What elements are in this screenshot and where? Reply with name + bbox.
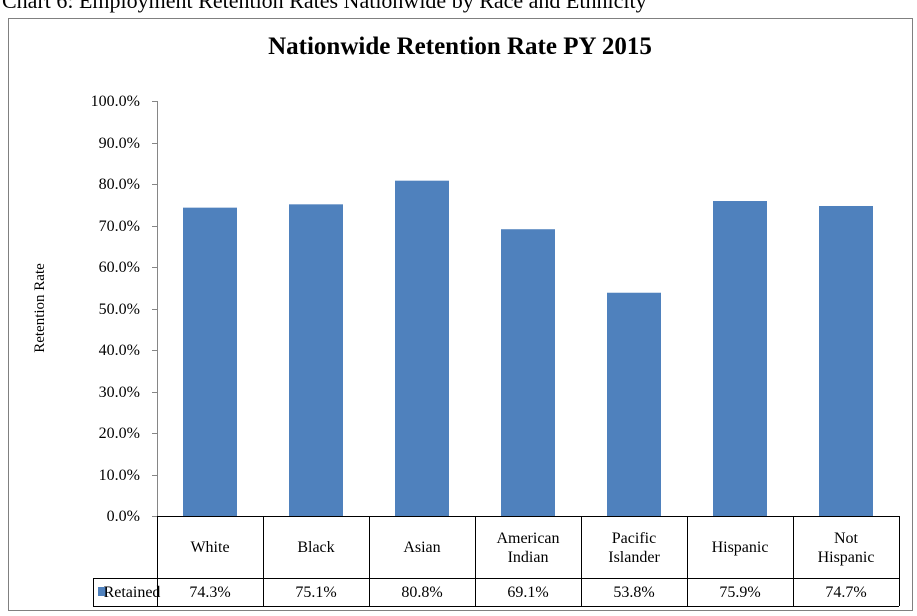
y-tick-label: 60.0%	[98, 259, 140, 276]
y-tick-label: 90.0%	[98, 135, 140, 152]
bar	[607, 292, 661, 516]
bar	[395, 180, 449, 516]
value-label: 74.3%	[189, 584, 231, 601]
value-label: 74.7%	[825, 584, 867, 601]
bar	[183, 207, 237, 516]
y-tick-label: 80.0%	[98, 176, 140, 193]
bar	[501, 229, 555, 517]
value-label: 53.8%	[613, 584, 655, 601]
value-label: 75.9%	[719, 584, 761, 601]
legend-label: Retained	[103, 584, 161, 601]
x-tick-label: Hispanic	[711, 539, 769, 556]
x-tick-label: Asian	[403, 539, 441, 556]
x-tick-label: Not Hispanic	[817, 529, 875, 566]
x-tick-label: Pacific Islander	[608, 529, 660, 566]
x-tick-label: American Indian	[496, 529, 560, 566]
bar	[819, 205, 873, 516]
legend-swatch	[98, 587, 107, 596]
y-tick-label: 20.0%	[98, 425, 140, 442]
value-label: 69.1%	[507, 584, 549, 601]
bar	[289, 204, 343, 516]
y-tick-label: 100.0%	[90, 93, 140, 110]
bar	[713, 201, 767, 516]
y-tick-label: 40.0%	[98, 342, 140, 359]
x-tick-label: White	[190, 539, 230, 556]
value-label: 75.1%	[295, 584, 337, 601]
value-label: 80.8%	[401, 584, 443, 601]
chart-title: Nationwide Retention Rate PY 2015	[268, 32, 652, 60]
y-tick-label: 50.0%	[98, 301, 140, 318]
x-tick-label: Black	[297, 539, 335, 556]
y-tick-label: 10.0%	[98, 467, 140, 484]
y-tick-label: 0.0%	[106, 508, 140, 525]
y-tick-label: 30.0%	[98, 384, 140, 401]
caption: Chart 6: Employment Retention Rates Nati…	[2, 0, 647, 13]
y-tick-label: 70.0%	[98, 218, 140, 235]
